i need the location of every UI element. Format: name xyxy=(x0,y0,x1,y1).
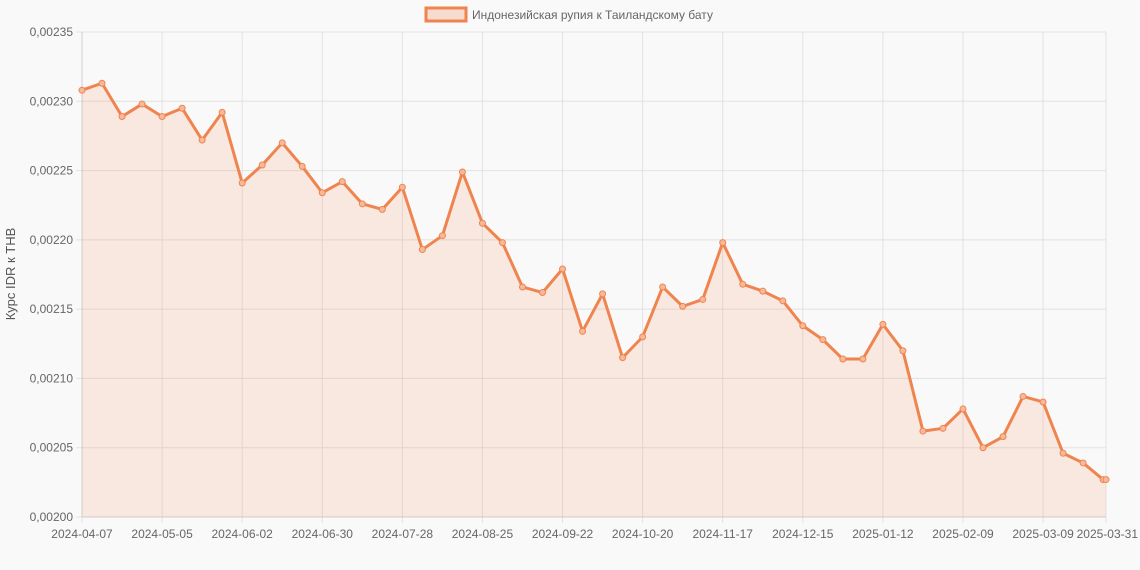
y-tick-label: 0,00205 xyxy=(30,441,74,455)
data-point[interactable] xyxy=(518,283,526,291)
data-point[interactable] xyxy=(98,79,106,87)
data-point[interactable] xyxy=(679,302,687,310)
x-tick-label: 2024-12-15 xyxy=(772,527,834,541)
data-point[interactable] xyxy=(298,162,306,170)
x-tick-label: 2025-01-12 xyxy=(852,527,914,541)
data-point[interactable] xyxy=(919,427,927,435)
x-tick-label: 2024-08-25 xyxy=(452,527,514,541)
data-point[interactable] xyxy=(1102,476,1110,484)
x-tick-label: 2024-04-07 xyxy=(51,527,113,541)
x-tick-label: 2024-11-17 xyxy=(692,527,753,541)
data-point[interactable] xyxy=(799,322,807,330)
data-point[interactable] xyxy=(879,320,887,328)
x-tick-label: 2024-06-30 xyxy=(292,527,354,541)
data-point[interactable] xyxy=(78,86,86,94)
y-tick-label: 0,00215 xyxy=(30,302,74,316)
data-point[interactable] xyxy=(719,239,727,247)
data-point[interactable] xyxy=(1019,392,1027,400)
data-point[interactable] xyxy=(579,327,587,335)
y-tick-label: 0,00230 xyxy=(30,94,74,108)
data-point[interactable] xyxy=(539,289,547,297)
x-tick-label: 2024-05-05 xyxy=(131,527,193,541)
data-point[interactable] xyxy=(779,297,787,305)
series-points xyxy=(78,79,1110,484)
data-point[interactable] xyxy=(859,355,867,363)
data-point[interactable] xyxy=(198,136,206,144)
data-point[interactable] xyxy=(338,178,346,186)
data-point[interactable] xyxy=(639,333,647,341)
data-point[interactable] xyxy=(699,295,707,303)
data-point[interactable] xyxy=(458,168,466,176)
data-point[interactable] xyxy=(959,405,967,413)
data-point[interactable] xyxy=(418,246,426,254)
data-point[interactable] xyxy=(599,290,607,298)
x-tick-label: 2025-02-09 xyxy=(932,527,994,541)
y-tick-label: 0,00220 xyxy=(30,233,74,247)
x-tick-label: 2025-03-31 xyxy=(1077,527,1139,541)
data-point[interactable] xyxy=(999,433,1007,441)
data-point[interactable] xyxy=(478,219,486,227)
data-point[interactable] xyxy=(358,200,366,208)
x-tick-label: 2024-10-20 xyxy=(612,527,674,541)
data-point[interactable] xyxy=(278,139,286,147)
data-point[interactable] xyxy=(318,189,326,197)
data-point[interactable] xyxy=(158,113,166,121)
data-point[interactable] xyxy=(899,347,907,355)
data-point[interactable] xyxy=(619,354,627,362)
data-point[interactable] xyxy=(819,336,827,344)
y-tick-label: 0,00210 xyxy=(30,371,74,385)
legend-label[interactable]: Индонезийская рупия к Таиландскому бату xyxy=(472,8,713,22)
data-point[interactable] xyxy=(238,179,246,187)
x-tick-label: 2024-07-28 xyxy=(372,527,434,541)
data-point[interactable] xyxy=(1059,449,1067,457)
data-point[interactable] xyxy=(839,355,847,363)
data-point[interactable] xyxy=(659,283,667,291)
legend-swatch[interactable] xyxy=(424,6,468,23)
data-point[interactable] xyxy=(939,424,947,432)
y-tick-label: 0,00235 xyxy=(30,25,74,39)
x-axis-tick-labels: 2024-04-07 2024-05-05 2024-06-02 2024-06-30… xyxy=(51,527,1138,541)
data-point[interactable] xyxy=(138,100,146,108)
data-point[interactable] xyxy=(498,239,506,247)
y-axis-tick-labels: 0,00200 0,00205 0,00210 0,00215 0,00220 0,002… xyxy=(30,25,74,524)
data-point[interactable] xyxy=(1039,398,1047,406)
data-point[interactable] xyxy=(378,205,386,213)
y-tick-label: 0,00200 xyxy=(30,510,74,524)
data-point[interactable] xyxy=(258,161,266,169)
grid-lines xyxy=(76,31,1107,523)
axes xyxy=(81,32,1106,518)
data-point[interactable] xyxy=(759,287,767,295)
data-point[interactable] xyxy=(118,113,126,121)
data-point[interactable] xyxy=(398,183,406,191)
x-tick-label: 2024-06-02 xyxy=(211,527,273,541)
y-tick-label: 0,00225 xyxy=(30,164,74,178)
data-point[interactable] xyxy=(178,104,186,112)
data-point[interactable] xyxy=(438,232,446,240)
legend[interactable]: Индонезийская рупия к Таиландскому бату xyxy=(424,6,713,23)
x-tick-label: 2024-09-22 xyxy=(532,527,594,541)
data-point[interactable] xyxy=(739,280,747,288)
data-point[interactable] xyxy=(559,265,567,273)
x-tick-label: 2025-03-09 xyxy=(1012,527,1074,541)
data-point[interactable] xyxy=(218,108,226,116)
data-point[interactable] xyxy=(979,444,987,452)
data-point[interactable] xyxy=(1079,459,1087,467)
y-axis-title: Курс IDR к THB xyxy=(3,228,18,321)
series-area-fill xyxy=(82,83,1106,518)
